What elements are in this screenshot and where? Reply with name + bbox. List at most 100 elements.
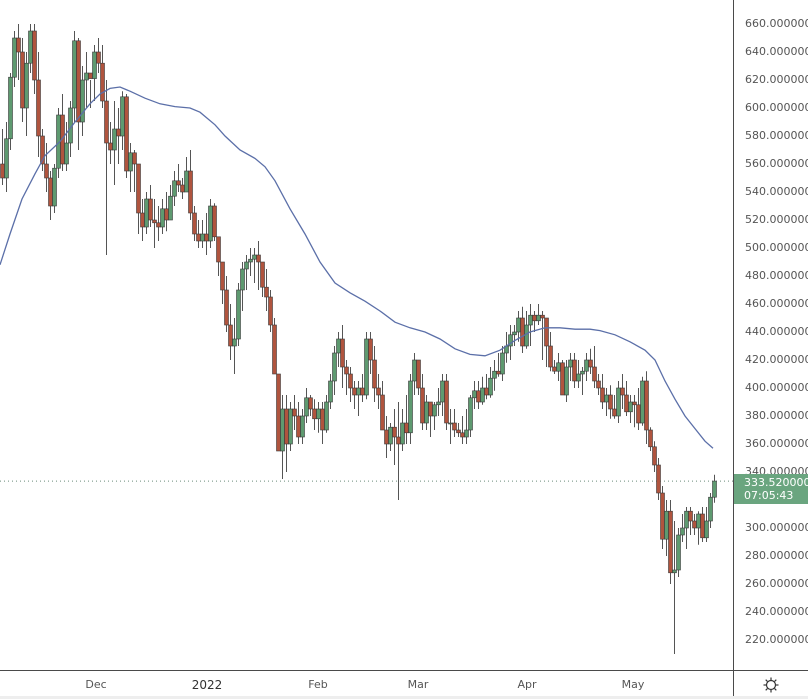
candle bbox=[152, 199, 157, 248]
candle bbox=[492, 360, 497, 391]
candle bbox=[564, 360, 569, 402]
candle bbox=[256, 241, 261, 290]
candle bbox=[100, 45, 105, 108]
candle bbox=[120, 91, 125, 150]
candle bbox=[160, 199, 165, 234]
candle bbox=[560, 360, 565, 396]
candle bbox=[684, 507, 689, 549]
candle bbox=[480, 376, 485, 405]
candle bbox=[432, 402, 437, 430]
candle bbox=[476, 381, 481, 409]
candlestick-chart bbox=[0, 24, 733, 654]
candle bbox=[360, 374, 365, 402]
candle bbox=[436, 388, 441, 416]
candle bbox=[164, 192, 169, 232]
price-tick-label: 640.000000 bbox=[745, 45, 808, 58]
candle bbox=[524, 311, 529, 349]
candle bbox=[456, 423, 461, 437]
candle bbox=[236, 283, 241, 346]
candle bbox=[692, 514, 697, 535]
candle bbox=[616, 381, 621, 423]
candle bbox=[24, 52, 29, 136]
price-tick-label: 660.000000 bbox=[745, 17, 808, 30]
candle bbox=[40, 129, 45, 171]
candle bbox=[60, 94, 65, 171]
candle bbox=[156, 206, 161, 241]
candle bbox=[580, 367, 585, 395]
candle bbox=[124, 94, 129, 178]
candle bbox=[548, 332, 553, 372]
candle bbox=[440, 374, 445, 416]
candle bbox=[388, 423, 393, 451]
candle bbox=[336, 332, 341, 367]
candle bbox=[696, 511, 701, 545]
candle bbox=[64, 122, 69, 171]
candle bbox=[140, 199, 145, 241]
candle bbox=[512, 325, 517, 346]
time-tick-label: Feb bbox=[308, 678, 328, 691]
candle bbox=[52, 164, 57, 213]
candle bbox=[136, 163, 141, 234]
candle bbox=[300, 409, 305, 444]
candle bbox=[112, 101, 117, 185]
candle bbox=[288, 402, 293, 451]
candle bbox=[488, 367, 493, 398]
moving-average-line bbox=[0, 86, 714, 449]
candle bbox=[80, 66, 85, 136]
candle bbox=[612, 395, 617, 419]
candle bbox=[96, 38, 101, 73]
candle bbox=[172, 171, 177, 206]
candle bbox=[380, 381, 385, 431]
candle bbox=[264, 269, 269, 311]
candle bbox=[216, 236, 221, 276]
candle bbox=[676, 528, 681, 577]
candle bbox=[416, 359, 421, 395]
candle bbox=[92, 45, 97, 101]
last-price-value: 333.520000 bbox=[744, 476, 808, 489]
candle bbox=[396, 402, 401, 500]
candle bbox=[180, 178, 185, 199]
candle bbox=[228, 304, 233, 360]
time-axis[interactable]: Dec 2022 Feb Mar Apr May bbox=[0, 670, 733, 699]
candle bbox=[660, 486, 665, 549]
candle bbox=[472, 381, 477, 409]
candle bbox=[128, 143, 133, 192]
candle bbox=[76, 38, 81, 150]
candle bbox=[568, 353, 573, 381]
candle bbox=[648, 427, 653, 451]
price-tick-label: 540.000000 bbox=[745, 185, 808, 198]
price-tick-label: 420.000000 bbox=[745, 353, 808, 366]
candle bbox=[276, 373, 281, 452]
candle bbox=[332, 346, 337, 395]
candle bbox=[204, 213, 209, 255]
candle bbox=[704, 507, 709, 542]
candle bbox=[520, 306, 525, 353]
candle bbox=[224, 276, 229, 332]
candle bbox=[320, 402, 325, 444]
candle bbox=[352, 381, 357, 409]
candle bbox=[592, 346, 597, 388]
candle bbox=[260, 261, 265, 297]
candle bbox=[460, 416, 465, 444]
chart-plot-area[interactable] bbox=[0, 0, 733, 670]
candle bbox=[148, 185, 153, 227]
candle bbox=[44, 143, 49, 192]
candle bbox=[316, 402, 321, 433]
price-tick-label: 560.000000 bbox=[745, 157, 808, 170]
candle bbox=[620, 374, 625, 409]
candle bbox=[392, 409, 397, 465]
candle bbox=[428, 401, 433, 437]
candle bbox=[420, 374, 425, 430]
price-tick-label: 500.000000 bbox=[745, 241, 808, 254]
candle bbox=[544, 317, 549, 367]
candle bbox=[48, 171, 53, 220]
chart-settings-button[interactable] bbox=[733, 670, 808, 699]
price-axis[interactable]: 660.000000 640.000000 620.000000 600.000000… bbox=[733, 0, 808, 670]
bottom-strip bbox=[0, 696, 808, 699]
candle bbox=[116, 108, 121, 164]
candle bbox=[384, 416, 389, 458]
candle bbox=[372, 346, 377, 402]
candle bbox=[464, 409, 469, 444]
last-price-badge: 333.520000 07:05:43 bbox=[734, 474, 808, 504]
candle bbox=[208, 199, 213, 248]
